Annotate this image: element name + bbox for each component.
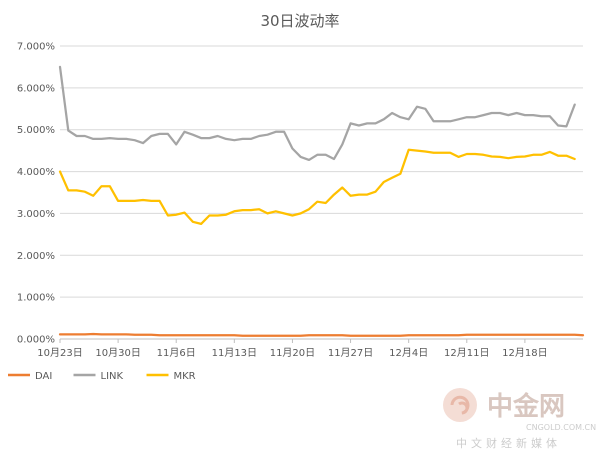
series-line-link (58, 65, 576, 162)
x-tick-label: 10月23日 (37, 347, 82, 359)
series-line-dai (58, 332, 585, 337)
x-tick-label: 11月6日 (157, 347, 196, 359)
x-tick-label: 11月27日 (328, 347, 373, 359)
x-tick-label: 10月30日 (95, 347, 140, 359)
watermark-swirl-icon (450, 395, 470, 415)
y-tick-label: 5.000% (17, 125, 55, 136)
legend-label-dai: DAI (35, 371, 52, 382)
watermark-url: CNGOLD.COM.CN (526, 423, 596, 432)
watermark-tagline: 中文财经新媒体 (456, 436, 561, 450)
x-tick-label: 12月11日 (444, 347, 489, 359)
chart-title: 30日波动率 (260, 12, 339, 30)
x-tick-label: 12月4日 (389, 347, 428, 359)
gridlines (60, 45, 583, 340)
y-tick-label: 6.000% (17, 83, 55, 94)
y-tick-label: 1.000% (17, 293, 55, 304)
watermark-logo: 中金网 CNGOLD.COM.CN 中文财经新媒体 (443, 388, 596, 450)
x-tick-label: 12月18日 (502, 347, 547, 359)
x-tick-label: 11月13日 (212, 347, 257, 359)
watermark-brand: 中金网 (487, 391, 565, 422)
y-tick-label: 2.000% (17, 251, 55, 262)
legend: DAI LINK MKR (8, 371, 196, 382)
series-line-mkr (58, 148, 576, 226)
legend-label-mkr: MKR (174, 371, 196, 382)
x-axis-ticks: 10月23日 10月30日 11月6日 11月13日 11月20日 11月27日 12月4日… (37, 339, 548, 359)
legend-label-link: LINK (101, 371, 124, 382)
y-axis-ticks: 0.000% 1.000% 2.000% 3.000% 4.000% 5.000% 6.00… (17, 42, 55, 346)
y-tick-label: 4.000% (17, 167, 55, 178)
y-tick-label: 3.000% (17, 209, 55, 220)
y-tick-label: 7.000% (17, 42, 55, 53)
x-tick-label: 11月20日 (270, 347, 315, 359)
series-lines (58, 65, 585, 337)
y-tick-label: 0.000% (17, 335, 55, 346)
